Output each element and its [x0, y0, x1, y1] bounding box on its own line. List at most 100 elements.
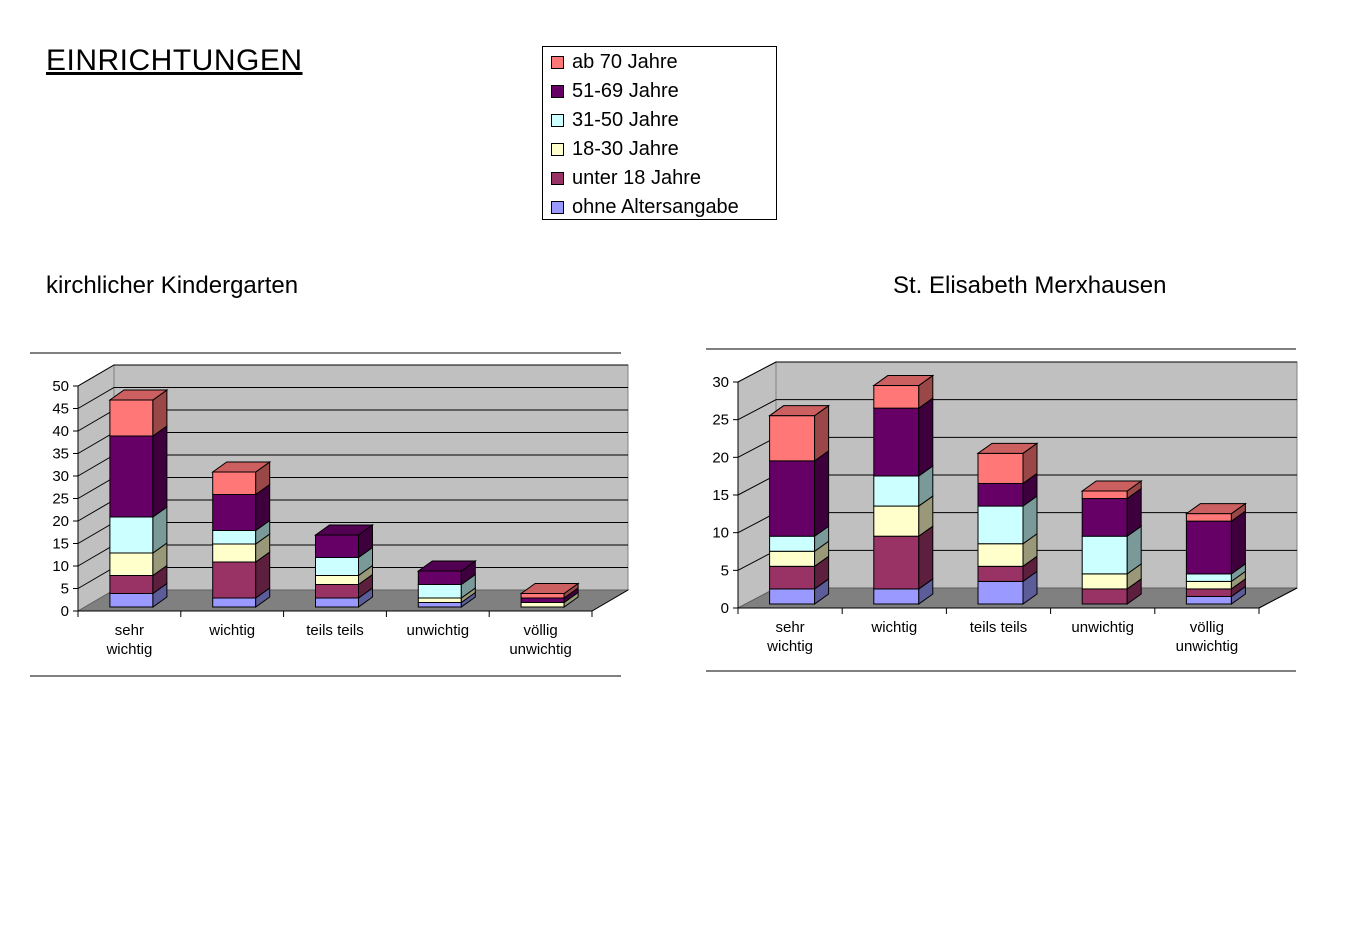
- bar-segment: [520, 602, 565, 608]
- bar-segment: [873, 588, 920, 605]
- bar-segment: [873, 505, 920, 537]
- bar-top: [313, 524, 375, 536]
- bar-segment: [109, 435, 154, 518]
- legend-label: ohne Altersangabe: [572, 195, 739, 218]
- bar-segment: [109, 516, 154, 554]
- bar-stack: [519, 582, 580, 608]
- x-tick-label: teils teils: [306, 622, 364, 639]
- legend-label: 31-50 Jahre: [572, 108, 679, 131]
- bar-stack: [313, 524, 375, 608]
- y-tick-label: 20: [712, 449, 729, 466]
- gridline: [77, 364, 628, 387]
- bar-segment-side: [814, 449, 830, 538]
- legend-item-18-30: 18-30 Jahre: [551, 136, 679, 162]
- y-tick-label: 15: [712, 487, 729, 504]
- bar-segment: [1081, 490, 1128, 500]
- bar-segment: [769, 535, 816, 552]
- legend-swatch: [551, 55, 564, 69]
- y-tick-label: 10: [712, 525, 729, 542]
- bar-segment: [520, 593, 565, 599]
- bar-segment-side: [918, 525, 934, 590]
- y-tick-label: 5: [61, 581, 69, 598]
- y-tick-label: 25: [52, 491, 69, 508]
- bar-segment: [769, 565, 816, 590]
- x-axis-depth: [1258, 587, 1298, 609]
- y-tick-label: 35: [52, 446, 69, 463]
- bar-stack: [1184, 502, 1247, 605]
- y-tick-label: 20: [52, 513, 69, 530]
- bar-segment: [417, 597, 462, 603]
- bar-segment: [1185, 588, 1232, 597]
- x-tick-label: wichtig: [870, 619, 917, 636]
- bar-segment: [1185, 580, 1232, 590]
- bar-segment: [769, 460, 816, 537]
- bar-segment: [1081, 573, 1128, 590]
- bar-segment: [769, 588, 816, 605]
- bar-top: [1080, 480, 1143, 492]
- y-tick-label: 10: [52, 558, 69, 575]
- bar-segment: [977, 482, 1024, 507]
- legend-swatch: [551, 113, 564, 127]
- gridline: [737, 361, 1297, 383]
- y-tick-label: 30: [712, 374, 729, 391]
- y-tick-label: 5: [721, 562, 729, 579]
- bar-segment: [520, 597, 565, 603]
- bar-top: [976, 442, 1039, 454]
- legend-label: ab 70 Jahre: [572, 50, 678, 73]
- bar-segment: [109, 399, 154, 437]
- bar-segment: [1081, 498, 1128, 537]
- bar-segment: [873, 535, 920, 590]
- bar-stack: [416, 560, 477, 608]
- bar-segment: [873, 385, 920, 409]
- bar-top: [872, 375, 935, 387]
- bar-top: [108, 389, 169, 401]
- bar-segment: [1081, 588, 1128, 605]
- chart-title-merxhausen: St. Elisabeth Merxhausen: [893, 272, 1167, 299]
- y-tick-label: 45: [52, 401, 69, 418]
- x-tick-label: unwichtig: [407, 622, 470, 639]
- bar-stack: [1080, 480, 1143, 605]
- bar-segment: [417, 584, 462, 599]
- bar-segment: [977, 565, 1024, 582]
- chart-title-kindergarten: kirchlicher Kindergarten: [46, 272, 299, 299]
- bar-segment: [417, 602, 462, 608]
- bar-segment: [977, 580, 1024, 605]
- chart-kindergarten: 0 5 10 15 20 25 30 35 40 45 50 sehr wichtig wichtig te…: [30, 352, 630, 677]
- bar-segment: [769, 550, 816, 567]
- bar-segment: [1185, 513, 1232, 522]
- bar-segment: [212, 543, 257, 563]
- bar-segment: [315, 597, 359, 608]
- bar-top: [1184, 503, 1247, 515]
- bar-top: [519, 583, 580, 594]
- bar-segment: [315, 534, 359, 558]
- bar-segment: [109, 552, 154, 576]
- y-tick-label: 15: [52, 536, 69, 553]
- bar-segment-side: [152, 425, 168, 518]
- x-tick-label: unwichtig: [1071, 619, 1134, 636]
- bar-segment: [109, 575, 154, 594]
- chart-legend: ab 70 Jahre 51-69 Jahre 31-50 Jahre 18-3…: [542, 46, 777, 220]
- y-tick-label: 0: [61, 603, 69, 620]
- bar-segment-side: [918, 397, 934, 477]
- bar-segment: [212, 530, 257, 545]
- legend-label: 18-30 Jahre: [572, 137, 679, 160]
- bar-segment: [1081, 535, 1128, 575]
- x-tick-label: wichtig: [208, 622, 255, 639]
- x-axis-depth: [591, 589, 629, 612]
- bar-segment: [1185, 595, 1232, 605]
- x-tick-label: teils teils: [970, 619, 1028, 636]
- y-tick-label: 40: [52, 423, 69, 440]
- bar-segment: [109, 593, 154, 608]
- y-tick-label: 0: [721, 600, 729, 617]
- page-title: EINRICHTUNGEN: [46, 44, 303, 77]
- bar-segment: [212, 561, 257, 599]
- bar-segment: [315, 575, 359, 585]
- bar-stack: [872, 374, 935, 605]
- bar-stack: [976, 442, 1039, 605]
- bar-top: [768, 405, 831, 417]
- bar-segment: [315, 584, 359, 599]
- bar-stack: [211, 461, 272, 608]
- x-tick-label: völlig unwichtig: [1176, 619, 1239, 655]
- legend-item-unter-18: unter 18 Jahre: [551, 165, 701, 191]
